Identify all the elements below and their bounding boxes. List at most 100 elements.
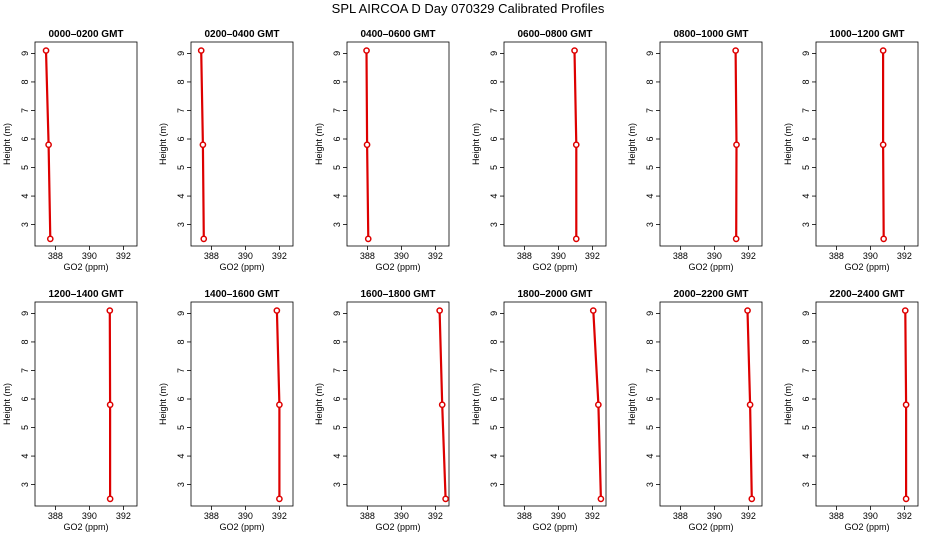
y-tick-label: 8 xyxy=(801,79,811,84)
y-tick-label: 4 xyxy=(332,194,342,199)
profile-point xyxy=(879,47,887,54)
y-tick-label: 7 xyxy=(645,368,655,373)
y-tick-label: 9 xyxy=(645,311,655,316)
profile-point xyxy=(746,401,754,409)
x-tick-label: 390 xyxy=(394,251,409,261)
y-tick-label: 4 xyxy=(20,454,30,459)
y-tick-label: 6 xyxy=(20,136,30,141)
x-axis-label: GO2 (ppm) xyxy=(688,522,733,532)
x-tick-label: 388 xyxy=(204,251,219,261)
y-tick-label: 5 xyxy=(489,165,499,170)
x-tick-label: 390 xyxy=(707,511,722,521)
y-tick-label: 7 xyxy=(20,108,30,113)
panel-title: 2000–2200 GMT xyxy=(673,289,748,300)
profile-point xyxy=(363,47,370,54)
x-tick-label: 392 xyxy=(272,251,287,261)
y-tick-label: 8 xyxy=(20,79,30,84)
profile-point xyxy=(595,401,602,409)
y-tick-label: 7 xyxy=(489,108,499,113)
panel-7: 1200–1400 GMT 388 390 392 3 4 5 6 7 8 9 GO2 (ppm) He… xyxy=(2,289,138,532)
y-tick-label: 4 xyxy=(20,194,30,199)
y-tick-label: 7 xyxy=(332,368,342,373)
x-axis-label: GO2 (ppm) xyxy=(63,522,108,532)
profile-point xyxy=(45,141,52,149)
y-tick-label: 3 xyxy=(176,222,186,227)
profile-point xyxy=(197,47,205,54)
y-tick-label: 9 xyxy=(176,311,186,316)
x-tick-label: 392 xyxy=(428,511,443,521)
y-tick-label: 9 xyxy=(332,51,342,56)
panel-5: 0800–1000 GMT 388 390 392 3 4 5 6 7 8 9 GO2 (ppm) He… xyxy=(627,29,763,272)
x-axis-label: GO2 (ppm) xyxy=(844,522,889,532)
y-tick-label: 3 xyxy=(489,482,499,487)
profile-point xyxy=(442,495,449,503)
y-tick-label: 3 xyxy=(332,222,342,227)
y-tick-label: 8 xyxy=(176,339,186,344)
x-tick-label: 390 xyxy=(238,511,253,521)
y-tick-label: 9 xyxy=(645,51,655,56)
x-tick-label: 388 xyxy=(829,511,844,521)
x-axis-label: GO2 (ppm) xyxy=(532,522,577,532)
panel-title: 1600–1800 GMT xyxy=(360,289,435,300)
y-tick-label: 9 xyxy=(20,311,30,316)
y-axis-label: Height (m) xyxy=(471,123,481,165)
profile-point xyxy=(364,235,372,243)
x-tick-label: 388 xyxy=(673,511,688,521)
x-axis-label: GO2 (ppm) xyxy=(219,522,264,532)
x-tick-label: 392 xyxy=(116,251,131,261)
panel-9: 1600–1800 GMT 388 390 392 3 4 5 6 7 8 9 GO2 (ppm) He… xyxy=(314,289,450,532)
y-axis-label: Height (m) xyxy=(314,383,324,425)
y-axis-label: Height (m) xyxy=(471,383,481,425)
x-tick-label: 388 xyxy=(48,511,63,521)
panel-10: 1800–2000 GMT 388 390 392 3 4 5 6 7 8 9 GO2 (ppm) He… xyxy=(471,289,607,532)
profile-point xyxy=(733,141,740,149)
y-tick-label: 6 xyxy=(489,396,499,401)
y-tick-label: 5 xyxy=(332,165,342,170)
y-tick-label: 3 xyxy=(645,222,655,227)
y-tick-label: 3 xyxy=(801,222,811,227)
panel-title: 0400–0600 GMT xyxy=(360,29,435,40)
y-tick-label: 8 xyxy=(20,339,30,344)
x-tick-label: 392 xyxy=(741,251,756,261)
profile-point xyxy=(438,401,446,409)
y-tick-label: 8 xyxy=(176,79,186,84)
profile-point xyxy=(572,141,580,149)
y-tick-label: 7 xyxy=(176,368,186,373)
x-tick-label: 390 xyxy=(707,251,722,261)
y-tick-label: 5 xyxy=(20,165,30,170)
y-tick-label: 6 xyxy=(645,396,655,401)
y-tick-label: 5 xyxy=(176,165,186,170)
plot-frame xyxy=(815,41,919,247)
x-tick-label: 390 xyxy=(394,511,409,521)
profile-point xyxy=(42,47,50,54)
panel-title: 1000–1200 GMT xyxy=(829,29,904,40)
y-tick-label: 6 xyxy=(489,136,499,141)
panel-3: 0400–0600 GMT 388 390 392 3 4 5 6 7 8 9 GO2 (ppm) He… xyxy=(314,29,450,272)
y-tick-label: 5 xyxy=(489,425,499,430)
plot-frame xyxy=(659,301,763,507)
panel-title: 1200–1400 GMT xyxy=(48,289,123,300)
panel-title: 0200–0400 GMT xyxy=(204,29,279,40)
y-axis-label: Height (m) xyxy=(627,123,637,165)
y-tick-label: 4 xyxy=(176,454,186,459)
y-tick-label: 5 xyxy=(645,425,655,430)
y-tick-label: 5 xyxy=(332,425,342,430)
panel-8: 1400–1600 GMT 388 390 392 3 4 5 6 7 8 9 GO2 (ppm) He… xyxy=(158,289,294,532)
panel-1: 0000–0200 GMT 388 390 392 3 4 5 6 7 8 9 GO2 (ppm) He… xyxy=(2,29,138,272)
x-tick-label: 388 xyxy=(517,251,532,261)
x-tick-label: 390 xyxy=(863,251,878,261)
panel-title: 0600–0800 GMT xyxy=(517,29,592,40)
plot-frame xyxy=(346,41,450,247)
profile-point xyxy=(902,401,910,409)
y-tick-label: 6 xyxy=(176,396,186,401)
x-tick-label: 392 xyxy=(428,251,443,261)
profile-point xyxy=(744,307,751,314)
x-tick-label: 390 xyxy=(82,511,97,521)
y-tick-label: 8 xyxy=(489,339,499,344)
profile-point xyxy=(880,235,888,243)
x-tick-label: 390 xyxy=(82,251,97,261)
profile-point xyxy=(363,141,371,149)
profile-point xyxy=(106,495,114,503)
y-tick-label: 7 xyxy=(20,368,30,373)
y-tick-label: 8 xyxy=(332,79,342,84)
